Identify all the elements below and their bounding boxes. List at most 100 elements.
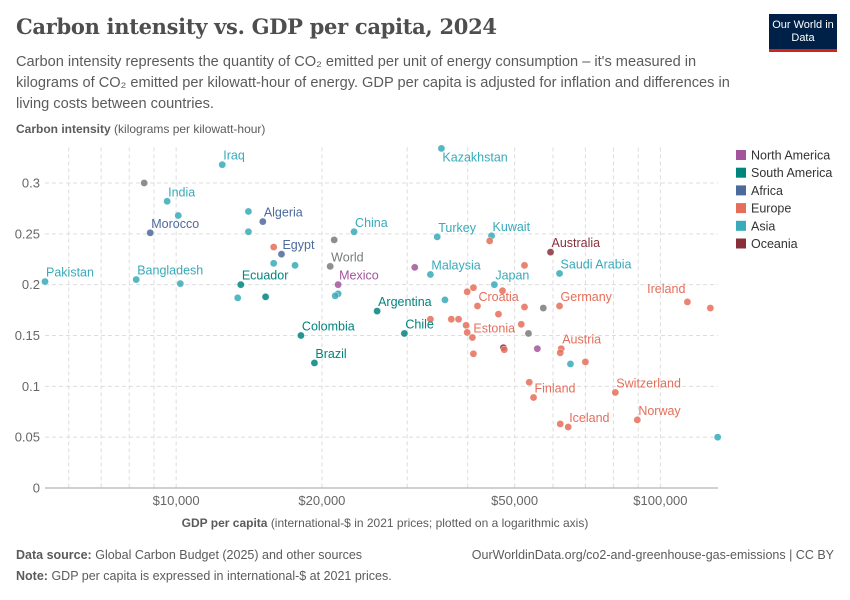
- data-point: [469, 283, 478, 292]
- point-label: Iraq: [223, 149, 245, 163]
- chart-title: Carbon intensity vs. GDP per capita, 202…: [16, 14, 497, 39]
- data-point: [520, 261, 529, 270]
- data-point: [334, 280, 342, 289]
- data-point: [41, 277, 49, 286]
- point-label: Saudi Arabia: [561, 257, 632, 271]
- data-point: [218, 160, 227, 169]
- point-label: Brazil: [315, 347, 346, 361]
- gridlines: [45, 147, 718, 489]
- data-point: [706, 304, 715, 312]
- y-tick-label: 0: [33, 481, 40, 496]
- data-point: [310, 359, 319, 367]
- source-url[interactable]: OurWorldinData.org/co2-and-greenhouse-ga…: [471, 548, 834, 562]
- x-tick-label: $20,000: [298, 493, 345, 508]
- data-point: [611, 388, 620, 397]
- point-label: Algeria: [264, 206, 303, 220]
- point-label: Morocco: [151, 217, 199, 231]
- y-tick-label: 0.05: [15, 430, 40, 445]
- data-point: [269, 259, 278, 268]
- point-label: Malaysia: [431, 258, 480, 272]
- y-tick-label: 0.25: [15, 226, 40, 241]
- data-point: [291, 261, 299, 270]
- legend-label: South America: [751, 166, 832, 180]
- y-tick-label: 0.1: [22, 379, 40, 394]
- point-label: Ireland: [647, 282, 685, 296]
- data-point: [546, 248, 555, 256]
- legend-label: Europe: [751, 202, 791, 216]
- data-point: [581, 358, 590, 366]
- data-point: [233, 294, 242, 302]
- y-axis-label-bold: Carbon intensity: [16, 122, 111, 136]
- data-point: [140, 179, 148, 187]
- data-point: [174, 211, 183, 220]
- point-labels: Pakistan India Morocco Bangladesh Iraq Algeri…: [46, 149, 685, 425]
- data-point: [566, 360, 575, 368]
- x-axis-label: GDP per capita (international-$ in 2021 …: [182, 516, 589, 530]
- legend-label: Africa: [751, 184, 783, 198]
- data-point: [520, 303, 529, 311]
- point-label: Japan: [495, 269, 529, 283]
- data-point: [433, 233, 442, 241]
- data-point: [146, 229, 155, 237]
- point-label: World: [331, 250, 363, 264]
- point-label: Croatia: [478, 290, 518, 304]
- point-label: Turkey: [438, 221, 476, 235]
- data-point: [426, 270, 435, 279]
- y-tick-label: 0.2: [22, 277, 40, 292]
- data-point: [524, 329, 533, 338]
- data-point: [473, 302, 482, 310]
- data-point: [564, 423, 572, 431]
- source-text: Global Carbon Budget (2025) and other so…: [95, 548, 363, 562]
- x-tick-label: $50,000: [491, 493, 538, 508]
- source-label: Data source:: [16, 548, 92, 562]
- data-point: [490, 280, 499, 289]
- data-point: [517, 320, 526, 329]
- point-label: Kuwait: [493, 220, 531, 234]
- note-text: GDP per capita is expressed in internati…: [51, 569, 392, 583]
- legend-swatch: [736, 220, 746, 231]
- data-point: [269, 243, 278, 251]
- point-label: Germany: [561, 290, 613, 304]
- data-point: [529, 393, 538, 402]
- data-point: [326, 262, 334, 271]
- data-point: [633, 416, 642, 424]
- data-point: [468, 333, 477, 342]
- y-tick-label: 0.3: [22, 175, 40, 190]
- legend: North America South America Africa Europe As…: [736, 149, 832, 251]
- data-point: [426, 315, 435, 324]
- point-label: Mexico: [339, 269, 379, 283]
- note-label: Note:: [16, 569, 48, 583]
- data-point: [500, 345, 509, 354]
- data-point: [132, 275, 141, 284]
- data-point: [498, 286, 507, 295]
- y-tick-label: 0.15: [15, 328, 40, 343]
- data-point: [494, 310, 503, 318]
- data-point: [463, 328, 471, 337]
- data-point: [244, 227, 253, 236]
- legend-label: Asia: [751, 219, 775, 233]
- point-label: Chile: [405, 317, 434, 331]
- x-axis-ticks: $10,000 $20,000 $50,000 $100,000: [153, 493, 688, 508]
- data-point: [683, 298, 692, 306]
- note: Note: GDP per capita is expressed in int…: [16, 569, 392, 583]
- data-points: [41, 144, 722, 441]
- data-point: [237, 280, 245, 289]
- data-point: [350, 227, 358, 236]
- data-point: [555, 302, 564, 310]
- x-axis-label-bold: GDP per capita: [182, 516, 268, 530]
- data-point: [437, 144, 446, 153]
- data-point: [244, 207, 253, 216]
- point-label: Austria: [562, 333, 601, 347]
- data-point: [277, 250, 286, 258]
- data-point: [410, 263, 419, 272]
- point-label: Finland: [535, 382, 576, 396]
- data-point: [330, 236, 338, 244]
- owid-logo[interactable]: Our World in Data: [769, 14, 837, 52]
- point-label: Switzerland: [616, 376, 681, 390]
- point-label: India: [168, 185, 195, 199]
- data-point: [556, 348, 565, 357]
- data-point: [463, 287, 471, 296]
- data-point: [525, 378, 534, 387]
- legend-swatch: [736, 185, 746, 196]
